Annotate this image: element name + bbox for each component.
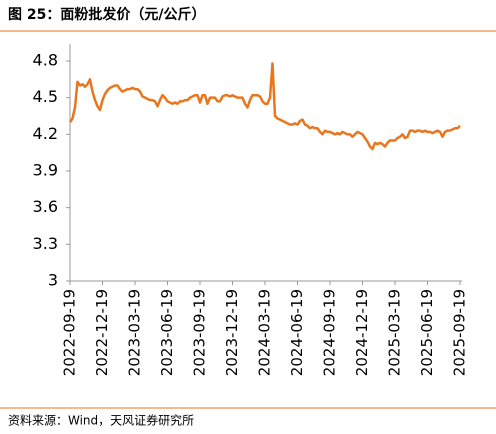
x-tick-label: 2025-03-19 [386, 289, 404, 376]
x-tick-label: 2024-12-19 [353, 289, 371, 376]
x-tick-label: 2022-09-19 [61, 289, 79, 376]
source-note: 资料来源：Wind，天风证券研究所 [8, 413, 194, 428]
x-tick-label: 2025-06-19 [418, 289, 436, 376]
x-tick-label: 2023-03-19 [126, 289, 144, 376]
chart-title: 图 25：面粉批发价（元/公斤） [8, 6, 205, 23]
x-tick-label: 2023-06-19 [158, 289, 176, 376]
y-tick-label: 4.5 [33, 87, 58, 106]
x-tick-label: 2025-09-19 [451, 289, 469, 376]
series-line [68, 62, 461, 151]
y-tick-label: 3.3 [33, 234, 58, 253]
x-tick-label: 2024-09-19 [321, 289, 339, 376]
y-tick-label: 3.6 [33, 197, 58, 216]
y-tick-label: 4.2 [33, 124, 58, 143]
y-tick-label: 3 [48, 271, 58, 290]
x-tick-label: 2024-03-19 [256, 289, 274, 376]
x-tick-label: 2024-06-19 [288, 289, 306, 376]
x-tick-label: 2023-09-19 [191, 289, 209, 376]
y-tick-label: 4.8 [33, 51, 58, 70]
x-tick-label: 2022-12-19 [93, 289, 111, 376]
y-tick-label: 3.9 [33, 161, 58, 180]
x-tick-label: 2023-12-19 [223, 289, 241, 376]
